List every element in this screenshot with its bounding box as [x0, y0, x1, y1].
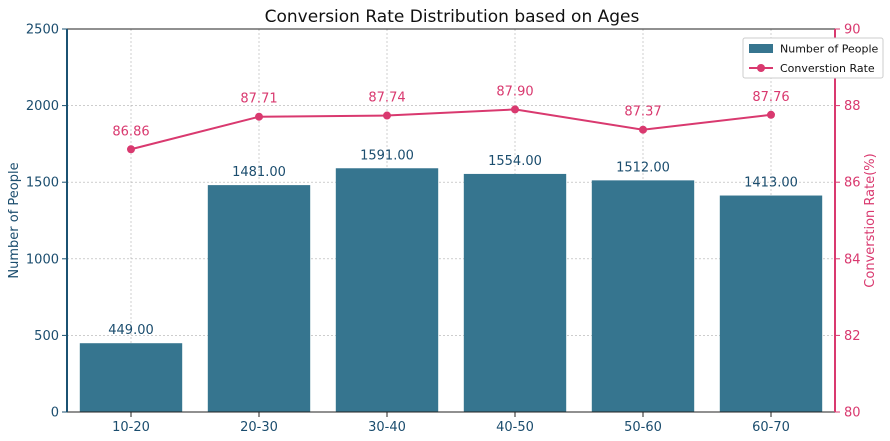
conversion-rate-point: [639, 125, 647, 134]
legend-line-label: Converstion Rate: [780, 62, 875, 75]
conversion-rate-point: [255, 112, 263, 121]
right-tick-label: 82: [844, 329, 861, 344]
bars-layer: 449.00 1481.00 1591.00 1554.00 1512.00 1413.0…: [79, 148, 823, 412]
right-tick-label: 80: [844, 406, 861, 421]
right-tick-label: 86: [844, 176, 861, 191]
conversion-rate-label: 87.90: [496, 84, 533, 99]
bar-50-60: [591, 180, 695, 412]
legend: Number of People Converstion Rate: [742, 37, 884, 79]
bar-30-40: [335, 168, 439, 412]
x-tick-label: 50-60: [624, 420, 662, 435]
left-tick-label: 2000: [26, 99, 59, 114]
bar-60-70: [719, 195, 823, 412]
conversion-rate-point: [767, 110, 775, 119]
conversion-rate-label: 86.86: [112, 124, 149, 139]
right-tick-label: 90: [844, 23, 861, 38]
bar-10-20: [79, 343, 183, 412]
right-tick-label: 84: [844, 252, 861, 267]
x-tick-label: 10-20: [112, 420, 150, 435]
conversion-rate-point: [127, 145, 135, 154]
axes-layer: 0 500 1000 1500 2000 2500 80 82 84 86 88 90 10-20 20-…: [26, 23, 861, 436]
x-tick-label: 30-40: [368, 420, 406, 435]
x-tick-label: 20-30: [240, 420, 278, 435]
line-layer: 86.86 87.71 87.74 87.90 87.37 87.76: [112, 84, 790, 154]
conversion-rate-label: 87.76: [752, 90, 789, 105]
bar-value-label: 449.00: [108, 323, 154, 338]
conversion-rate-label: 87.74: [368, 91, 405, 106]
left-tick-label: 1000: [26, 252, 59, 267]
left-tick-label: 2500: [26, 23, 59, 38]
conversion-rate-label: 87.71: [240, 92, 277, 107]
left-tick-label: 500: [34, 329, 59, 344]
left-tick-label: 1500: [26, 176, 59, 191]
legend-bar-swatch: [749, 44, 773, 53]
bar-value-label: 1554.00: [488, 154, 542, 169]
bar-value-label: 1481.00: [232, 165, 286, 180]
conversion-rate-point: [511, 105, 519, 114]
conversion-rate-line: [130, 108, 772, 151]
conversion-rate-point: [383, 111, 391, 120]
legend-box: [742, 37, 884, 79]
right-axis-label: Converstion Rate(%): [863, 153, 878, 287]
bar-value-label: 1413.00: [744, 176, 798, 191]
right-tick-label: 88: [844, 99, 861, 114]
left-tick-label: 0: [51, 406, 59, 421]
chart-title: Conversion Rate Distribution based on Ag…: [265, 7, 640, 27]
conversion-rate-label: 87.37: [624, 105, 661, 120]
bar-value-label: 1591.00: [360, 148, 414, 163]
x-tick-label: 40-50: [496, 420, 534, 435]
legend-bar-label: Number of People: [780, 43, 879, 56]
bar-20-30: [207, 185, 311, 412]
x-tick-label: 60-70: [752, 420, 790, 435]
bar-value-label: 1512.00: [616, 160, 670, 175]
legend-line-marker: [757, 64, 765, 72]
bar-40-50: [463, 173, 567, 412]
left-axis-label: Number of People: [7, 162, 22, 278]
